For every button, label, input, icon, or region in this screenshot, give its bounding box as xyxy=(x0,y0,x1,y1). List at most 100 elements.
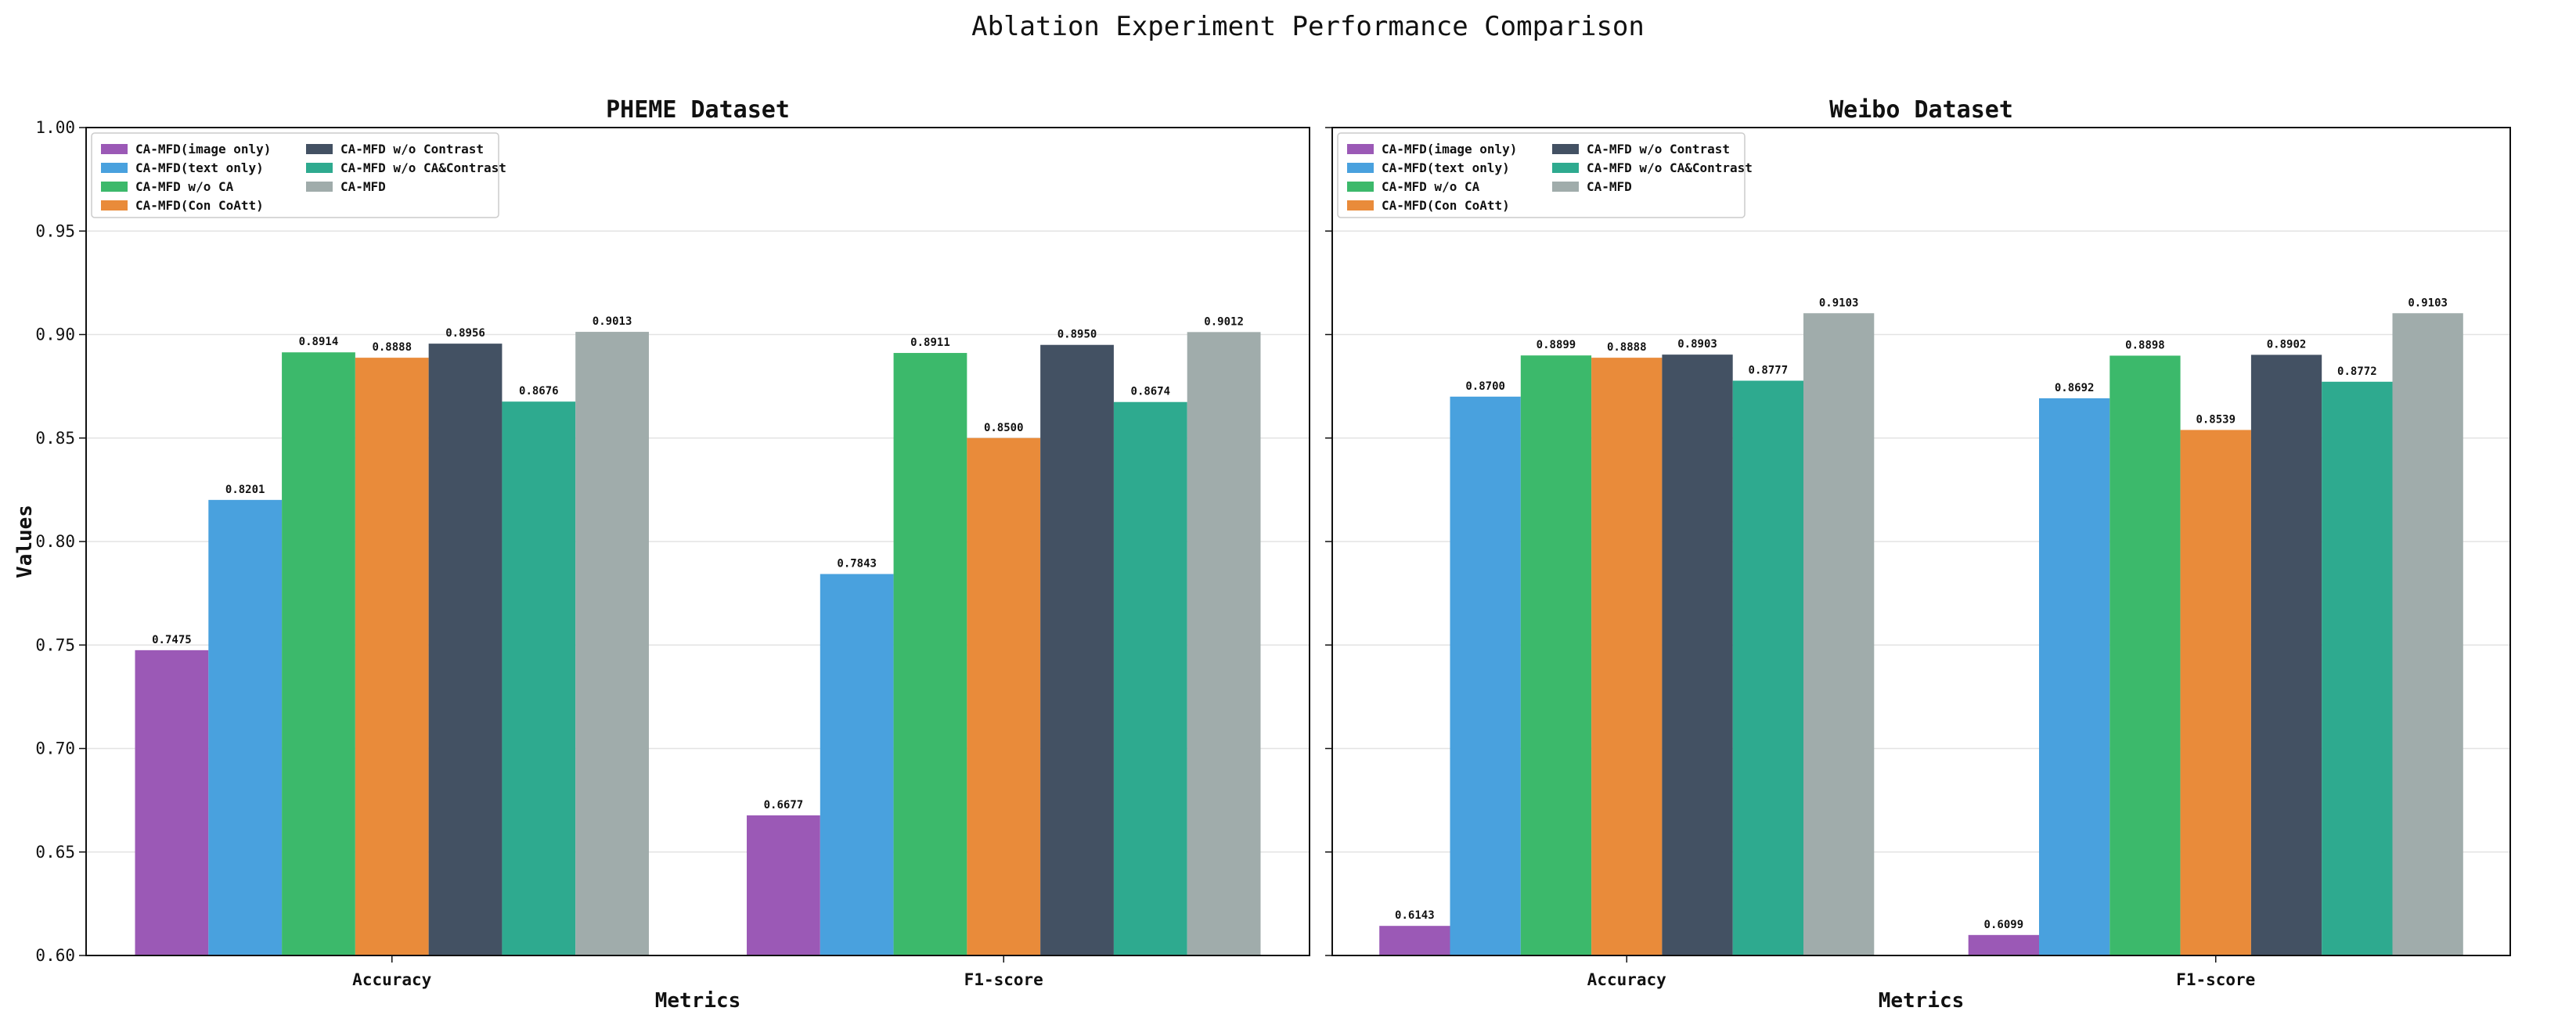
figure-title: Ablation Experiment Performance Comparis… xyxy=(971,11,1645,42)
y-tick-label: 1.00 xyxy=(35,118,75,137)
bar xyxy=(2250,354,2322,955)
data-label: 0.9103 xyxy=(2408,297,2448,309)
bar xyxy=(1662,354,1733,955)
chart-panel-1: 0.60 0.65 0.70 0.75 0.80 0.85 0.90 0.95 1.00 0.74… xyxy=(13,96,1310,1013)
data-label: 0.9012 xyxy=(1204,315,1244,328)
legend-swatch xyxy=(101,200,128,211)
data-label: 0.8772 xyxy=(2337,365,2377,378)
bar xyxy=(1591,358,1663,955)
bar xyxy=(2392,313,2463,956)
x-axis-label: Metrics xyxy=(1879,989,1965,1013)
legend-box xyxy=(1337,132,1746,218)
bar xyxy=(820,574,894,955)
x-tick-label: F1-score xyxy=(964,970,1043,989)
bar xyxy=(747,815,820,955)
y-tick-label: 0.80 xyxy=(35,532,75,551)
data-label: 0.8899 xyxy=(1537,339,1576,351)
data-label: 0.9013 xyxy=(593,315,632,328)
legend-swatch xyxy=(101,182,128,192)
x-axis-label: Metrics xyxy=(655,989,741,1013)
legend-label: CA-MFD w/o CA&Contrast xyxy=(340,160,506,175)
legend-box xyxy=(91,132,499,218)
data-label: 0.7475 xyxy=(152,634,192,646)
bar xyxy=(282,352,355,955)
bar xyxy=(2180,430,2251,955)
data-label: 0.6677 xyxy=(764,799,804,811)
data-label: 0.8500 xyxy=(984,422,1024,434)
panel-title: Weibo Dataset xyxy=(1829,96,2013,124)
x-tick-label: F1-score xyxy=(2176,970,2255,989)
legend: CA-MFD(image only) CA-MFD(text only) CA-MF… xyxy=(1337,132,1753,218)
legend-label: CA-MFD w/o Contrast xyxy=(340,142,484,157)
bar xyxy=(355,358,429,955)
x-tick-label: Accuracy xyxy=(352,970,432,989)
legend-swatch xyxy=(1347,144,1374,154)
legend-label: CA-MFD(text only) xyxy=(1382,160,1510,175)
legend-label: CA-MFD(text only) xyxy=(135,160,264,175)
bar xyxy=(1450,396,1521,956)
y-tick-label: 0.90 xyxy=(35,326,75,344)
data-label: 0.6099 xyxy=(1984,919,2024,931)
data-label: 0.8201 xyxy=(225,484,265,496)
legend-swatch xyxy=(1347,200,1374,211)
bar xyxy=(1379,926,1450,955)
legend-swatch xyxy=(306,163,333,173)
legend-label: CA-MFD xyxy=(1587,179,1632,194)
legend-label: CA-MFD(image only) xyxy=(135,142,271,157)
legend-label: CA-MFD w/o CA&Contrast xyxy=(1587,160,1753,175)
chart-panel-2: 0.6143 0.6099 0.8700 0.8692 0.8899 0.8898 0.88… xyxy=(1325,96,2511,1013)
y-tick-label: 0.95 xyxy=(35,221,75,240)
data-label: 0.8692 xyxy=(2055,382,2095,394)
bar xyxy=(1968,934,2039,955)
bar xyxy=(1803,313,1875,956)
legend-swatch xyxy=(306,182,333,192)
bar xyxy=(1520,355,1592,956)
bar xyxy=(2039,398,2110,955)
bar xyxy=(428,344,503,955)
legend-swatch xyxy=(306,144,333,154)
bar xyxy=(2109,355,2181,955)
legend-label: CA-MFD xyxy=(340,179,386,194)
bar xyxy=(208,499,283,955)
bar xyxy=(1113,401,1187,955)
legend-swatch xyxy=(1552,144,1579,154)
y-tick-label: 0.75 xyxy=(35,635,75,654)
y-tick-label: 0.60 xyxy=(35,946,75,965)
legend-swatch xyxy=(101,144,128,154)
data-label: 0.9103 xyxy=(1819,297,1859,309)
data-label: 0.8902 xyxy=(2267,338,2307,351)
y-tick-label: 0.70 xyxy=(35,740,75,758)
legend-label: CA-MFD(Con CoAtt) xyxy=(1382,198,1510,213)
data-label: 0.8903 xyxy=(1677,338,1717,351)
legend-label: CA-MFD w/o Contrast xyxy=(1587,142,1730,157)
panel-title: PHEME Dataset xyxy=(606,96,790,124)
bar xyxy=(2322,381,2393,955)
data-label: 0.6143 xyxy=(1395,909,1435,922)
legend-label: CA-MFD(Con CoAtt) xyxy=(135,198,264,213)
legend-swatch xyxy=(1552,182,1579,192)
legend-label: CA-MFD w/o CA xyxy=(135,179,234,194)
x-tick-label: Accuracy xyxy=(1587,970,1667,989)
data-label: 0.8888 xyxy=(372,341,412,354)
legend-label: CA-MFD(image only) xyxy=(1382,142,1517,157)
data-label: 0.8539 xyxy=(2196,413,2236,426)
bar xyxy=(893,353,967,955)
plot-frame xyxy=(1331,127,2511,956)
data-label: 0.8956 xyxy=(445,327,485,340)
data-label: 0.8950 xyxy=(1057,329,1097,341)
legend-swatch xyxy=(101,163,128,173)
y-axis-label: Values xyxy=(13,505,37,578)
legend-swatch xyxy=(1347,163,1374,173)
data-label: 0.8898 xyxy=(2125,339,2165,351)
data-label: 0.8914 xyxy=(299,336,339,348)
legend-swatch xyxy=(1552,163,1579,173)
bar xyxy=(1732,380,1803,955)
data-label: 0.8674 xyxy=(1131,386,1171,398)
y-tick-label: 0.65 xyxy=(35,843,75,862)
data-label: 0.8777 xyxy=(1749,364,1789,376)
y-tick-label: 0.85 xyxy=(35,429,75,448)
data-label: 0.8700 xyxy=(1465,380,1505,393)
bar xyxy=(1040,344,1114,956)
legend-label: CA-MFD w/o CA xyxy=(1382,179,1480,194)
